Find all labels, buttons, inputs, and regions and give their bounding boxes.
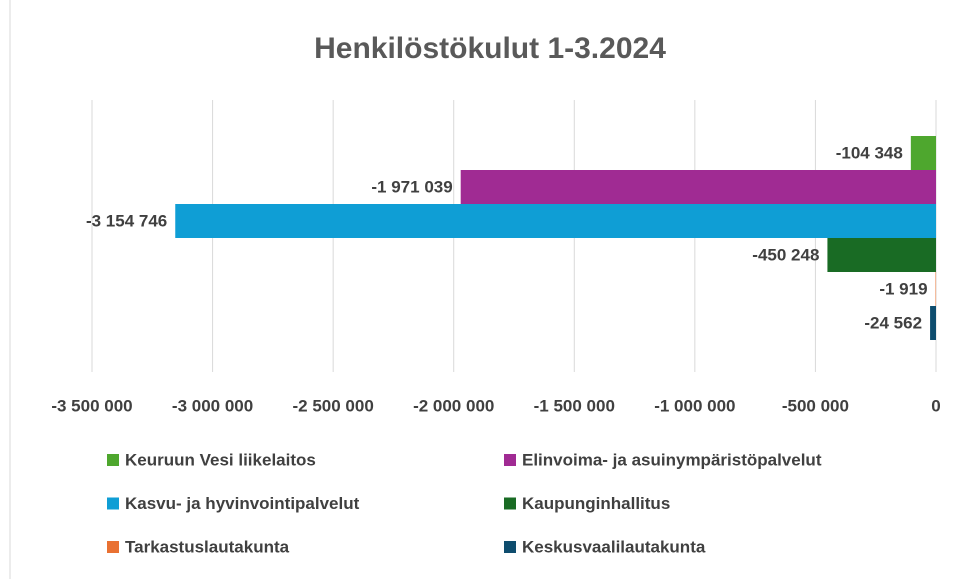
bar (935, 272, 937, 306)
x-tick-label: -2 000 000 (413, 396, 494, 415)
data-label: -104 348 (836, 143, 903, 162)
bar (175, 204, 936, 238)
x-tick-label: -500 000 (782, 396, 849, 415)
data-label: -450 248 (752, 245, 819, 264)
legend-label: Kaupunginhallitus (522, 494, 670, 513)
legend-label: Elinvoima- ja asuinympäristöpalvelut (522, 450, 822, 469)
legend-swatch (107, 454, 119, 466)
legend-swatch (107, 541, 119, 553)
bar (910, 136, 936, 170)
x-tick-label: -1 500 000 (534, 396, 615, 415)
data-label: -24 562 (864, 313, 922, 332)
chart-title: Henkilöstökulut 1-3.2024 (314, 32, 666, 65)
legend-swatch (504, 497, 516, 510)
bar (827, 238, 936, 272)
x-tick-label: -1 000 000 (654, 396, 735, 415)
legend-label: Keuruun Vesi liikelaitos (125, 450, 316, 469)
legend-label: Kasvu- ja hyvinvointipalvelut (125, 494, 360, 513)
x-tick-label: -3 500 000 (51, 396, 132, 415)
legend-swatch (504, 541, 516, 553)
data-label: -1 919 (879, 279, 927, 298)
legend-swatch (504, 454, 516, 466)
bar (930, 306, 936, 340)
x-tick-label: -2 500 000 (292, 396, 373, 415)
legend-label: Keskusvaalilautakunta (522, 537, 706, 556)
legend-swatch (107, 497, 119, 510)
x-tick-label: 0 (931, 396, 940, 415)
data-label: -3 154 746 (86, 211, 167, 230)
x-tick-label: -3 000 000 (172, 396, 253, 415)
bar (460, 170, 936, 204)
legend-label: Tarkastuslautakunta (125, 537, 290, 556)
data-label: -1 971 039 (371, 177, 452, 196)
chart-border (9, 0, 11, 579)
